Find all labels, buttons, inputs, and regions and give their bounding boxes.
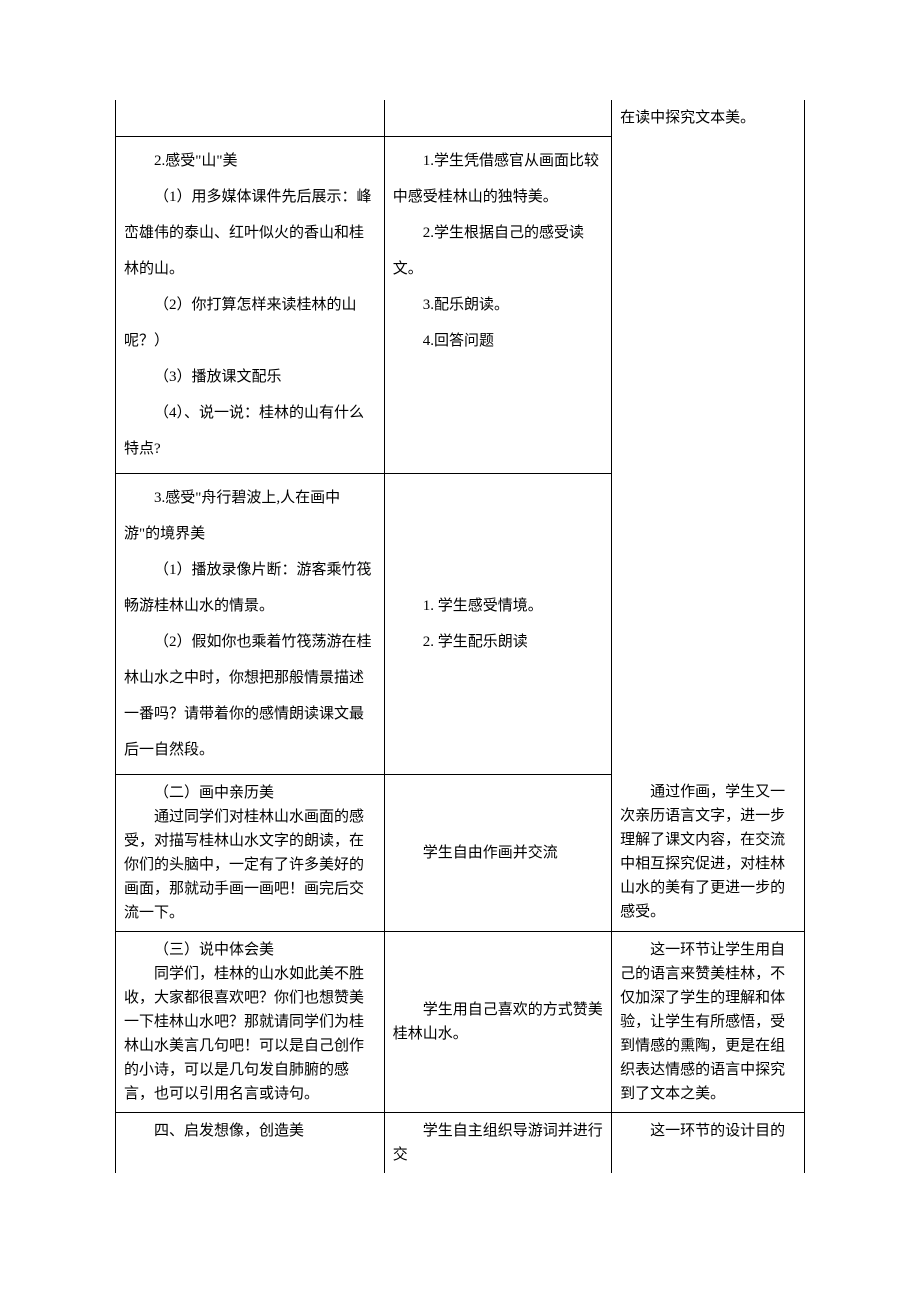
text-line: 在读中探究文本美。 bbox=[620, 106, 796, 130]
text-line: （4）、说一说：桂林的山有什么特点? bbox=[124, 395, 376, 467]
lesson-plan-table: 在读中探究文本美。 2.感受"山"美（1）用多媒体课件先后展示：峰峦雄伟的泰山、红… bbox=[115, 100, 805, 1173]
text-line: 4.回答问题 bbox=[393, 323, 603, 359]
text-line: 学生自主组织导游词并进行交 bbox=[393, 1119, 603, 1167]
teacher-activity-cell: （三）说中体会美同学们，桂林的山水如此美不胜收，大家都很喜欢吧？你们也想赞美一下… bbox=[116, 931, 385, 1112]
student-activity-cell: 学生自主组织导游词并进行交 bbox=[384, 1112, 611, 1173]
design-intent-cell: 通过作画，学生又一次亲历语言文字，进一步理解了课文内容，在交流中相互探究促进，对… bbox=[612, 774, 805, 931]
design-intent-cell bbox=[612, 473, 805, 774]
text-line: （1）用多媒体课件先后展示：峰峦雄伟的泰山、红叶似火的香山和桂林的山。 bbox=[124, 179, 376, 287]
table-row: 四、启发想像，创造美学生自主组织导游词并进行交这一环节的设计目的 bbox=[116, 1112, 805, 1173]
text-line: 1. 学生感受情境。 bbox=[393, 588, 603, 624]
text-line: （三）说中体会美 bbox=[124, 938, 376, 962]
student-activity-cell: 1.学生凭借感官从画面比较中感受桂林山的独特美。2.学生根据自己的感受读文。3.… bbox=[384, 136, 611, 473]
student-activity-cell: 1. 学生感受情境。2. 学生配乐朗读 bbox=[384, 473, 611, 774]
text-line: （2）你打算怎样来读桂林的山呢？） bbox=[124, 287, 376, 359]
text-line: 学生用自己喜欢的方式赞美桂林山水。 bbox=[393, 998, 603, 1046]
text-line: （3）播放课文配乐 bbox=[124, 359, 376, 395]
table-body: 在读中探究文本美。 2.感受"山"美（1）用多媒体课件先后展示：峰峦雄伟的泰山、红… bbox=[116, 100, 805, 1173]
text-line: 通过同学们对桂林山水画面的感受，对描写桂林山水文字的朗读，在你们的头脑中，一定有… bbox=[124, 805, 376, 925]
student-activity-cell: 学生自由作画并交流 bbox=[384, 774, 611, 931]
table-row: （三）说中体会美同学们，桂林的山水如此美不胜收，大家都很喜欢吧？你们也想赞美一下… bbox=[116, 931, 805, 1112]
student-activity-cell bbox=[384, 100, 611, 136]
text-line: 2. 学生配乐朗读 bbox=[393, 624, 603, 660]
teacher-activity-cell: （二）画中亲历美通过同学们对桂林山水画面的感受，对描写桂林山水文字的朗读，在你们… bbox=[116, 774, 385, 931]
table-row: （二）画中亲历美通过同学们对桂林山水画面的感受，对描写桂林山水文字的朗读，在你们… bbox=[116, 774, 805, 931]
design-intent-cell: 这一环节让学生用自己的语言来赞美桂林，不仅加深了学生的理解和体验，让学生有所感悟… bbox=[612, 931, 805, 1112]
text-line: 四、启发想像，创造美 bbox=[124, 1119, 376, 1143]
text-line: 这一环节让学生用自己的语言来赞美桂林，不仅加深了学生的理解和体验，让学生有所感悟… bbox=[620, 938, 796, 1106]
teacher-activity-cell bbox=[116, 100, 385, 136]
text-line: 学生自由作画并交流 bbox=[393, 841, 603, 865]
text-line: 2.感受"山"美 bbox=[124, 143, 376, 179]
design-intent-cell: 这一环节的设计目的 bbox=[612, 1112, 805, 1173]
design-intent-cell bbox=[612, 136, 805, 473]
text-line: （1）播放录像片断：游客乘竹筏畅游桂林山水的情景。 bbox=[124, 552, 376, 624]
teacher-activity-cell: 3.感受"舟行碧波上,人在画中游"的境界美（1）播放录像片断：游客乘竹筏畅游桂林… bbox=[116, 473, 385, 774]
table-row: 2.感受"山"美（1）用多媒体课件先后展示：峰峦雄伟的泰山、红叶似火的香山和桂林… bbox=[116, 136, 805, 473]
text-line: 通过作画，学生又一次亲历语言文字，进一步理解了课文内容，在交流中相互探究促进，对… bbox=[620, 780, 796, 924]
student-activity-cell: 学生用自己喜欢的方式赞美桂林山水。 bbox=[384, 931, 611, 1112]
text-line: 1.学生凭借感官从画面比较中感受桂林山的独特美。 bbox=[393, 143, 603, 215]
teacher-activity-cell: 2.感受"山"美（1）用多媒体课件先后展示：峰峦雄伟的泰山、红叶似火的香山和桂林… bbox=[116, 136, 385, 473]
table-row: 在读中探究文本美。 bbox=[116, 100, 805, 136]
text-line: 3.感受"舟行碧波上,人在画中游"的境界美 bbox=[124, 480, 376, 552]
teacher-activity-cell: 四、启发想像，创造美 bbox=[116, 1112, 385, 1173]
design-intent-cell: 在读中探究文本美。 bbox=[612, 100, 805, 136]
text-line: 3.配乐朗读。 bbox=[393, 287, 603, 323]
text-line: （2）假如你也乘着竹筏荡游在桂林山水之中时，你想把那般情景描述一番吗？请带着你的… bbox=[124, 624, 376, 768]
text-line: 同学们，桂林的山水如此美不胜收，大家都很喜欢吧？你们也想赞美一下桂林山水吧？那就… bbox=[124, 962, 376, 1106]
text-line: 2.学生根据自己的感受读文。 bbox=[393, 215, 603, 287]
page-container: 在读中探究文本美。 2.感受"山"美（1）用多媒体课件先后展示：峰峦雄伟的泰山、红… bbox=[0, 0, 920, 1273]
text-line: （二）画中亲历美 bbox=[124, 781, 376, 805]
table-row: 3.感受"舟行碧波上,人在画中游"的境界美（1）播放录像片断：游客乘竹筏畅游桂林… bbox=[116, 473, 805, 774]
text-line: 这一环节的设计目的 bbox=[620, 1119, 796, 1143]
